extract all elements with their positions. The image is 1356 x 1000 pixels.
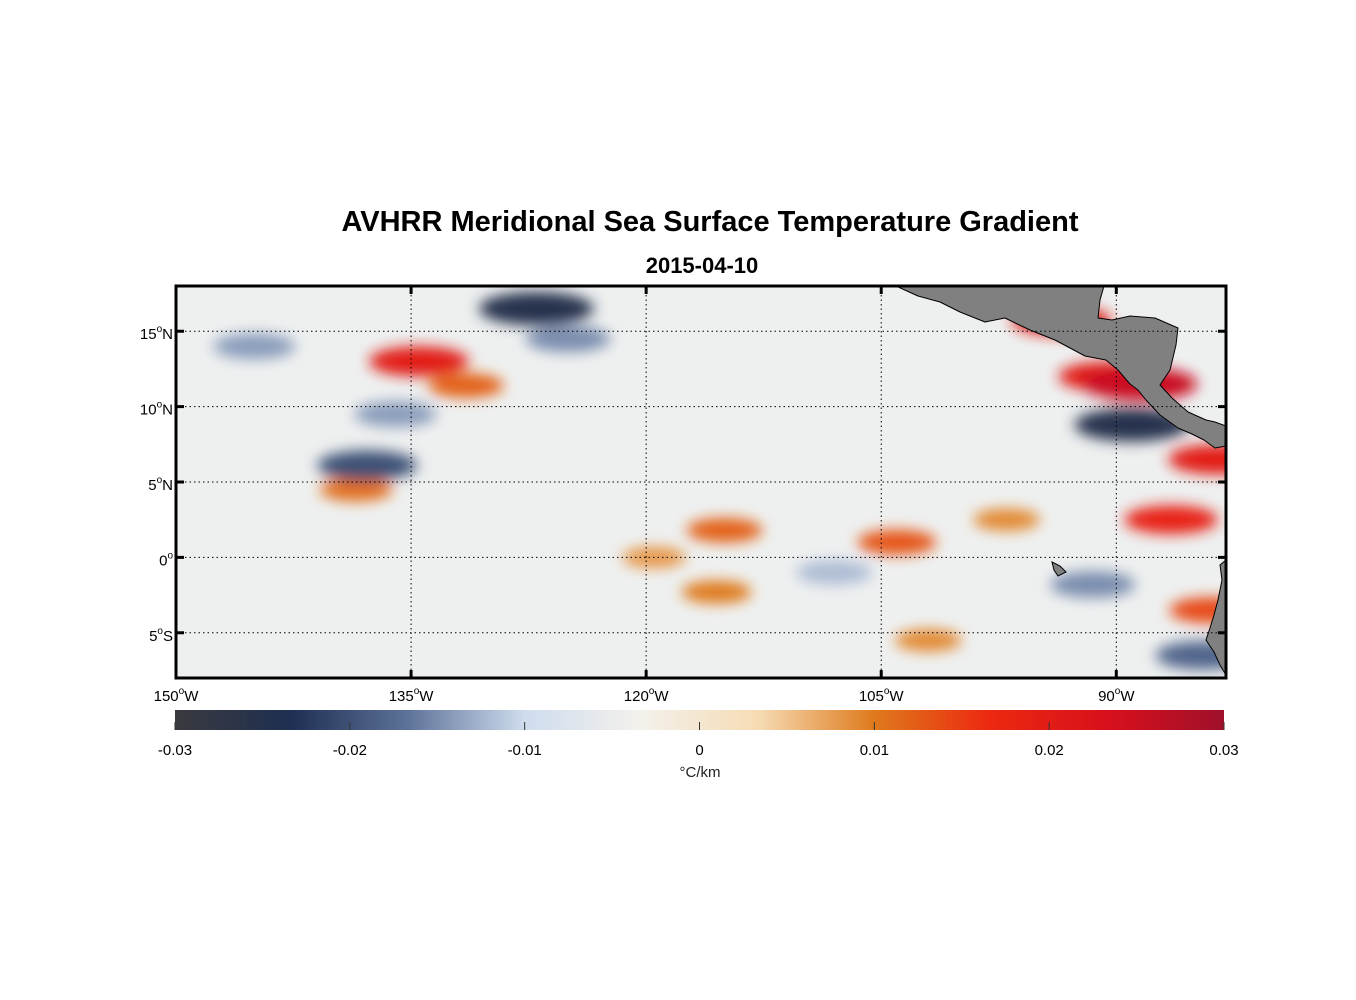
lat-label: 10oN: [140, 400, 173, 419]
lat-label: 5oN: [148, 475, 173, 494]
gradient-feature: [681, 580, 752, 604]
gradient-feature: [354, 401, 437, 428]
gradient-field: [213, 291, 1226, 670]
gradient-feature: [894, 629, 962, 652]
lat-label: 15oN: [140, 324, 173, 343]
colorbar-tick-label: -0.03: [158, 742, 192, 759]
lon-label: 150oW: [154, 686, 200, 705]
lat-label: 5oS: [149, 626, 173, 645]
gradient-feature: [427, 373, 504, 398]
colorbar-ticks: -0.03 -0.02 -0.01 0 0.01 0.02 0.03: [158, 722, 1239, 759]
gradient-feature: [213, 333, 296, 360]
gradient-feature: [1168, 444, 1226, 475]
gradient-feature: [525, 325, 611, 353]
lon-label: 105oW: [859, 686, 905, 705]
gradient-feature: [1155, 641, 1226, 670]
colorbar: [175, 710, 1224, 730]
colorbar-tick-label: 0: [695, 742, 703, 759]
colorbar-tick-label: 0.02: [1035, 742, 1064, 759]
gradient-feature: [1050, 571, 1136, 598]
latitude-labels: 15oN 10oN 5oN 0o 5oS: [140, 324, 174, 645]
central-america-land: [895, 286, 1226, 449]
gradient-feature: [1169, 597, 1226, 624]
gradient-feature: [319, 477, 393, 502]
longitude-labels: 150oW 135oW 120oW 105oW 90oW: [154, 686, 1136, 705]
lat-label: 0o: [159, 550, 173, 569]
gradient-feature: [478, 291, 594, 326]
lon-label: 120oW: [624, 686, 670, 705]
land-masses: [895, 286, 1226, 676]
galapagos-islands: [1051, 561, 1067, 577]
gradient-feature: [796, 560, 873, 585]
gradient-feature: [1124, 505, 1219, 534]
lon-label: 135oW: [389, 686, 435, 705]
colorbar-unit-label: °C/km: [679, 764, 721, 781]
gradient-feature: [1074, 407, 1190, 442]
map-title: AVHRR Meridional Sea Surface Temperature…: [341, 206, 1079, 238]
plot-area: [176, 286, 1226, 678]
gradient-feature: [686, 518, 763, 543]
gradient-feature: [973, 508, 1041, 531]
axis-tick-marks: [174, 286, 1226, 678]
colorbar-tick-label: -0.02: [333, 742, 367, 759]
lon-label: 90oW: [1098, 686, 1135, 705]
colorbar-tick-label: 0.03: [1209, 742, 1238, 759]
gradient-feature: [317, 450, 418, 481]
south-america-land: [1205, 559, 1226, 676]
gradient-feature: [368, 346, 469, 377]
colorbar-tick-label: -0.01: [508, 742, 542, 759]
colorbar-tick-label: 0.01: [860, 742, 889, 759]
gradient-feature: [857, 529, 937, 555]
map-date: 2015-04-10: [645, 253, 759, 278]
